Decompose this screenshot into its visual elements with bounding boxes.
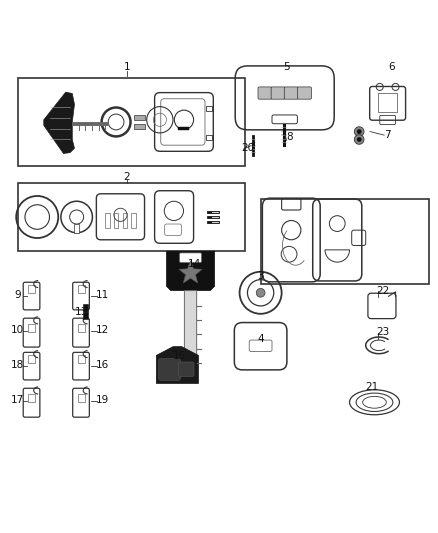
FancyBboxPatch shape — [284, 87, 298, 99]
Text: 17: 17 — [11, 395, 24, 405]
Text: 11: 11 — [96, 290, 110, 300]
Text: 15: 15 — [173, 351, 186, 361]
Polygon shape — [179, 261, 202, 283]
Text: 14: 14 — [188, 260, 201, 269]
Text: 16: 16 — [96, 360, 110, 370]
Text: 21: 21 — [366, 382, 379, 392]
Bar — [131, 213, 136, 228]
Text: 6: 6 — [389, 62, 396, 72]
FancyBboxPatch shape — [180, 253, 201, 263]
Bar — [134, 115, 145, 120]
Bar — [28, 324, 35, 332]
Bar — [123, 213, 127, 228]
Text: 10: 10 — [11, 325, 24, 335]
Text: 20: 20 — [241, 143, 254, 154]
Text: 19: 19 — [96, 395, 110, 405]
Text: 8: 8 — [286, 132, 293, 142]
Circle shape — [357, 138, 361, 142]
Text: 12: 12 — [96, 325, 110, 335]
Bar — [74, 224, 79, 233]
Text: 3: 3 — [257, 271, 264, 281]
Bar — [18, 183, 245, 251]
Circle shape — [354, 127, 364, 136]
Wedge shape — [325, 250, 350, 262]
Bar — [28, 394, 35, 402]
FancyBboxPatch shape — [271, 87, 285, 99]
Bar — [78, 324, 85, 332]
Bar — [378, 93, 397, 112]
Text: 5: 5 — [283, 62, 290, 72]
Text: 22: 22 — [377, 286, 390, 296]
Bar — [78, 394, 85, 402]
Bar — [83, 304, 88, 319]
Bar — [28, 355, 35, 363]
FancyBboxPatch shape — [159, 359, 180, 381]
Text: 18: 18 — [11, 360, 24, 370]
Bar — [178, 127, 189, 130]
FancyBboxPatch shape — [178, 362, 194, 376]
Bar — [28, 285, 35, 293]
Bar — [206, 106, 212, 111]
Bar — [78, 285, 85, 293]
Polygon shape — [184, 290, 197, 381]
Bar — [78, 355, 85, 363]
Text: 1: 1 — [124, 62, 131, 72]
Circle shape — [357, 130, 361, 134]
Text: 9: 9 — [14, 290, 21, 300]
Polygon shape — [44, 92, 74, 154]
Bar — [134, 124, 145, 128]
Text: 4: 4 — [257, 334, 264, 344]
Bar — [105, 213, 110, 228]
Text: 23: 23 — [377, 327, 390, 337]
FancyBboxPatch shape — [258, 87, 272, 99]
Bar — [18, 78, 245, 166]
Bar — [114, 213, 118, 228]
FancyBboxPatch shape — [297, 87, 311, 99]
Text: 13: 13 — [74, 308, 88, 318]
Text: 7: 7 — [384, 130, 391, 140]
Text: 2: 2 — [124, 172, 131, 182]
Bar — [206, 135, 212, 140]
Circle shape — [354, 135, 364, 144]
Circle shape — [256, 288, 265, 297]
Polygon shape — [166, 251, 215, 290]
Bar — [261, 199, 429, 284]
Polygon shape — [156, 346, 198, 383]
